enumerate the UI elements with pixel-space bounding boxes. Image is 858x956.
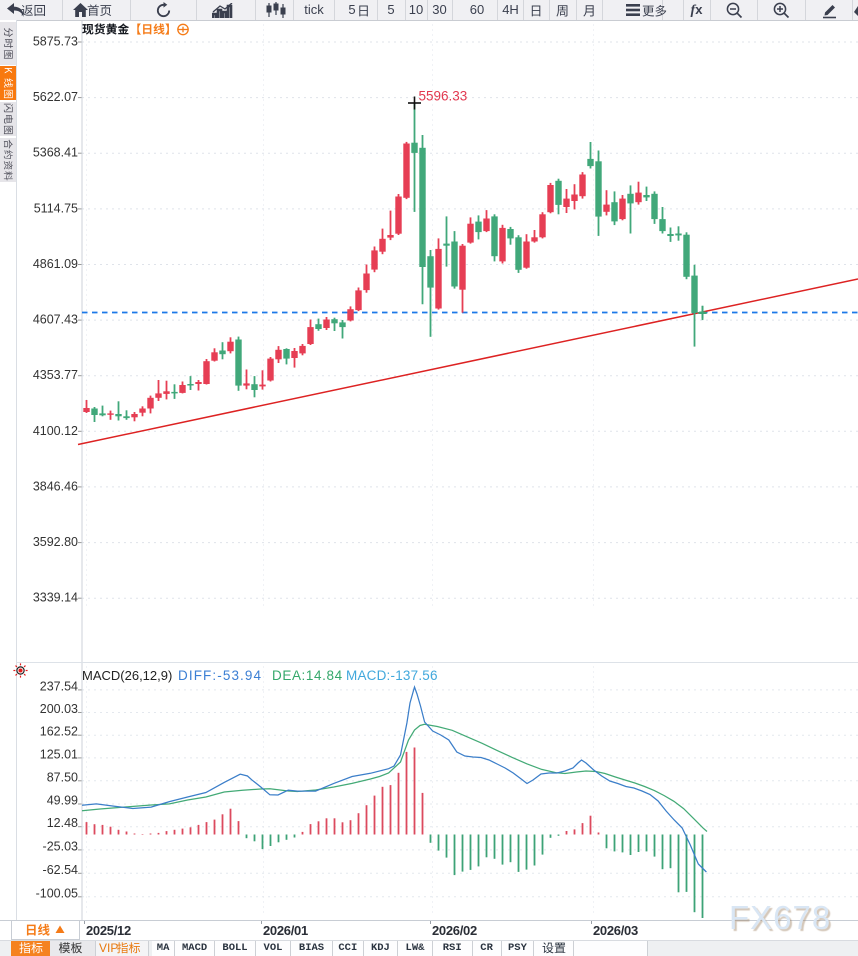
svg-text:DEA:14.84: DEA:14.84 (272, 668, 343, 683)
svg-text:125.01: 125.01 (40, 747, 78, 761)
svg-text:-25.03: -25.03 (43, 839, 78, 853)
svg-text:5622.07: 5622.07 (33, 90, 78, 104)
svg-text:MACD:-137.56: MACD:-137.56 (346, 668, 438, 683)
svg-text:162.52: 162.52 (40, 725, 78, 739)
svg-text:87.50: 87.50 (47, 770, 78, 784)
svg-text:12.48: 12.48 (47, 816, 78, 830)
svg-text:MACD(26,12,9): MACD(26,12,9) (82, 668, 172, 683)
svg-text:5114.75: 5114.75 (34, 201, 78, 215)
svg-text:5596.33: 5596.33 (419, 89, 468, 104)
svg-text:4100.12: 4100.12 (33, 424, 78, 438)
svg-text:-100.05: -100.05 (36, 886, 78, 900)
svg-text:DIFF:-53.94: DIFF:-53.94 (178, 668, 262, 683)
svg-text:5875.73: 5875.73 (33, 35, 78, 49)
svg-text:237.54: 237.54 (40, 679, 78, 693)
svg-text:3846.46: 3846.46 (33, 479, 78, 493)
svg-text:3592.80: 3592.80 (33, 535, 78, 549)
svg-text:200.03: 200.03 (40, 702, 78, 716)
svg-text:4861.09: 4861.09 (33, 257, 78, 271)
svg-text:4353.77: 4353.77 (33, 368, 78, 382)
svg-text:5368.41: 5368.41 (33, 146, 78, 160)
svg-text:4607.43: 4607.43 (33, 313, 78, 327)
svg-text:-62.54: -62.54 (43, 863, 78, 877)
svg-text:49.99: 49.99 (47, 794, 78, 808)
svg-text:3339.14: 3339.14 (33, 591, 78, 605)
